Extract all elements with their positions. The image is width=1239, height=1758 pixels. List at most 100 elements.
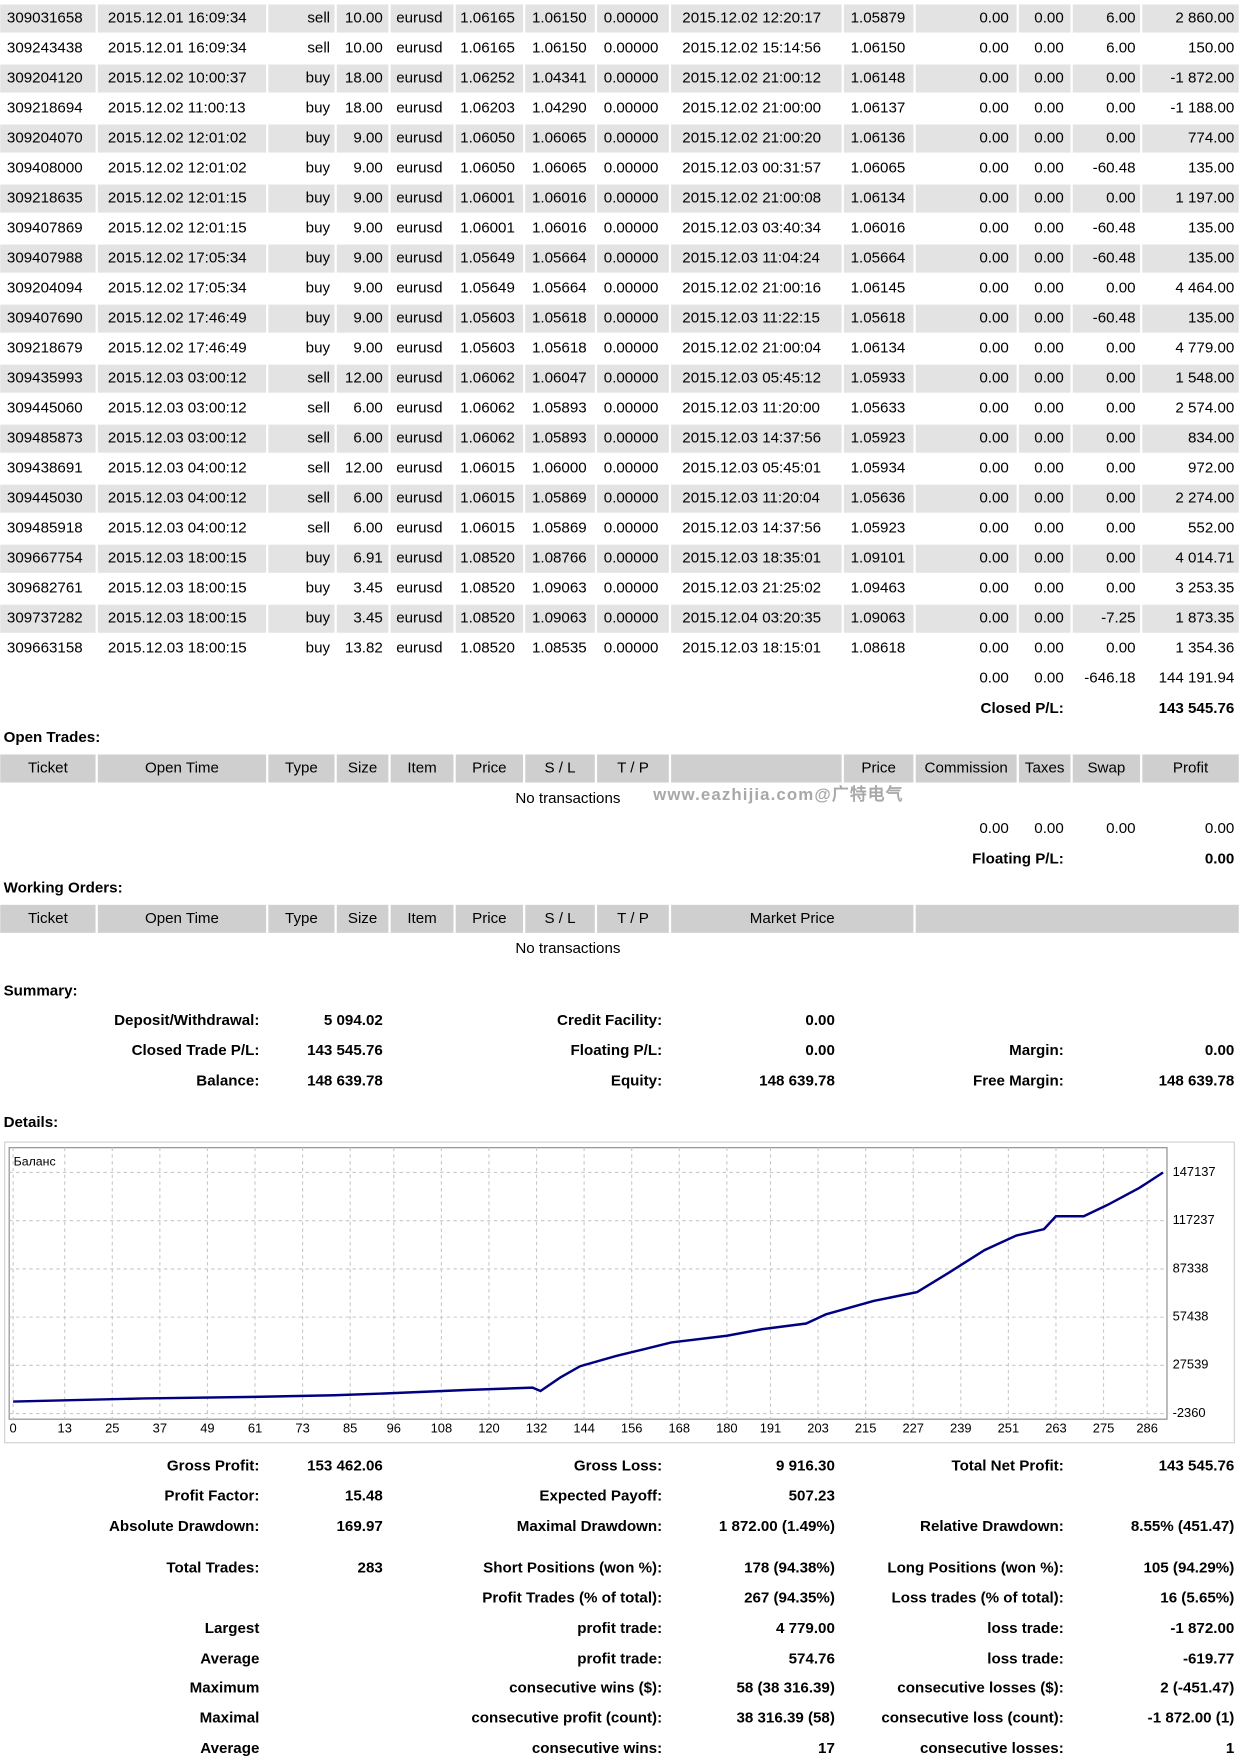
cell: 0.00000	[604, 70, 659, 87]
row-bg	[390, 64, 454, 93]
row-bg	[455, 124, 524, 153]
cell: 1.08520	[460, 640, 515, 657]
cell: 6.00	[353, 490, 382, 507]
cell: 18.00	[345, 70, 383, 87]
cell: 0.00000	[604, 190, 659, 207]
stat-label: Credit Facility:	[557, 1012, 662, 1029]
cell: 552.00	[1188, 520, 1234, 537]
cell: sell	[307, 430, 330, 447]
row-bg	[1018, 484, 1071, 513]
cell: 1.05893	[532, 430, 587, 447]
header-bg	[525, 904, 595, 933]
cell: 0.00	[979, 460, 1008, 477]
cell: 1.08535	[532, 640, 587, 657]
row-bg	[0, 484, 96, 513]
cell: 1.05664	[532, 280, 587, 297]
cell: 135.00	[1188, 250, 1234, 267]
stat-label: consecutive losses:	[920, 1740, 1064, 1757]
cell: 0.00	[979, 280, 1008, 297]
stat-label: Average	[200, 1650, 259, 1667]
stat-value: 38 316.39 (58)	[737, 1710, 835, 1727]
row-bg	[525, 4, 595, 33]
cell: 0.00	[979, 490, 1008, 507]
cell: 1.05879	[851, 10, 906, 27]
cell: buy	[306, 550, 331, 567]
x-tick-label: 191	[760, 1421, 782, 1436]
cell: 4 014.71	[1175, 550, 1234, 567]
cell: 2015.12.01 16:09:34	[108, 40, 247, 57]
cell: eurusd	[396, 70, 442, 87]
x-tick-label: 251	[998, 1421, 1020, 1436]
cell: 309204070	[7, 130, 83, 147]
row-bg	[597, 424, 669, 453]
cell: eurusd	[396, 190, 442, 207]
cell: 0.00	[1034, 460, 1063, 477]
row-bg	[671, 364, 842, 393]
cell: 2 574.00	[1175, 400, 1234, 417]
cell: 1.05633	[851, 400, 906, 417]
cell: 0.00000	[604, 610, 659, 627]
cell: 1.05618	[532, 340, 587, 357]
row-bg	[97, 604, 267, 633]
row-bg	[525, 64, 595, 93]
section-title: Open Trades:	[4, 729, 101, 746]
cell: 2015.12.03 18:00:15	[108, 610, 247, 627]
header-bg	[455, 754, 524, 783]
cell: 1.06165	[460, 10, 515, 27]
row-bg	[336, 64, 389, 93]
row-bg	[671, 424, 842, 453]
cell: eurusd	[396, 460, 442, 477]
cell: 0.00	[1106, 430, 1135, 447]
y-tick-label: 147137	[1173, 1164, 1216, 1179]
row-bg	[915, 124, 1017, 153]
cell: 0.00	[1106, 70, 1135, 87]
x-tick-label: 13	[58, 1421, 72, 1436]
row-bg	[455, 544, 524, 573]
cell: 2015.12.03 14:37:56	[682, 430, 821, 447]
column-header: Price	[472, 910, 506, 927]
row-bg	[1072, 4, 1141, 33]
total-cell: 144 191.94	[1159, 670, 1235, 687]
header-bg	[915, 904, 1239, 933]
row-bg	[597, 184, 669, 213]
row-bg	[0, 424, 96, 453]
stat-label: Floating P/L:	[571, 1042, 663, 1059]
row-bg	[915, 604, 1017, 633]
stat-value: 148 639.78	[759, 1073, 835, 1090]
row-bg	[915, 544, 1017, 573]
stat-label: loss trade:	[987, 1650, 1064, 1667]
header-bg	[1072, 754, 1141, 783]
cell: 309667754	[7, 550, 83, 567]
cell: 1.05603	[460, 310, 515, 327]
cell: 0.00	[979, 340, 1008, 357]
header-bg	[671, 904, 914, 933]
cell: 1.06165	[460, 40, 515, 57]
cell: 18.00	[345, 100, 383, 117]
row-bg	[671, 4, 842, 33]
y-tick-label: 57438	[1173, 1309, 1209, 1324]
row-bg	[390, 484, 454, 513]
cell: 309218694	[7, 100, 83, 117]
cell: 309438691	[7, 460, 83, 477]
cell: eurusd	[396, 490, 442, 507]
cell: 2015.12.02 12:01:02	[108, 130, 247, 147]
cell: 2015.12.03 18:00:15	[108, 640, 247, 657]
cell: 2015.12.02 17:05:34	[108, 280, 247, 297]
cell: 1.09063	[851, 610, 906, 627]
x-tick-label: 49	[200, 1421, 214, 1436]
row-bg	[0, 364, 96, 393]
row-bg	[597, 64, 669, 93]
stat-value: 267 (94.35%)	[744, 1590, 835, 1607]
column-header: Price	[472, 759, 506, 776]
cell: 0.00	[979, 580, 1008, 597]
cell: 150.00	[1188, 40, 1234, 57]
stat-label: Gross Profit:	[167, 1457, 259, 1474]
x-tick-label: 168	[669, 1421, 691, 1436]
cell: 0.00	[1106, 490, 1135, 507]
cell: 2015.12.02 12:01:02	[108, 160, 247, 177]
row-bg	[843, 304, 914, 333]
cell: 0.00	[1106, 550, 1135, 567]
cell: 2015.12.03 03:00:12	[108, 430, 247, 447]
cell: 0.00	[1034, 70, 1063, 87]
